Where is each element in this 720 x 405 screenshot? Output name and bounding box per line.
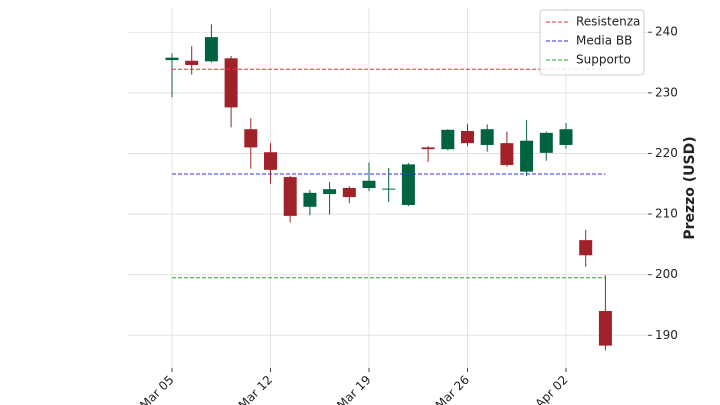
- candle-body: [382, 188, 396, 190]
- candle-body: [480, 129, 494, 145]
- y-tick-label: 200: [655, 267, 678, 281]
- candle-body: [362, 180, 376, 188]
- x-tick-label: Mar 12: [236, 373, 275, 405]
- candle-body: [441, 129, 455, 150]
- y-tick-label: 210: [655, 207, 678, 221]
- x-tick-label: Mar 19: [334, 373, 373, 405]
- candle-body: [520, 140, 534, 172]
- y-tick-label: 220: [655, 146, 678, 160]
- y-axis-label: Prezzo (USD): [682, 136, 698, 239]
- y-tick-label: 190: [655, 328, 678, 342]
- legend-label: Media BB: [576, 34, 632, 48]
- candle-body: [559, 129, 573, 145]
- x-tick-label: Mar 05: [137, 373, 176, 405]
- legend-label: Resistenza: [576, 15, 640, 29]
- legend-box: [539, 9, 645, 76]
- x-tick-label: Apr 02: [533, 373, 571, 405]
- y-tick-label: 230: [655, 85, 678, 99]
- candle-body: [283, 177, 297, 216]
- candle-body: [244, 129, 258, 148]
- legend-label: Supporto: [576, 53, 631, 67]
- candle-body: [500, 143, 514, 165]
- candle-body: [204, 37, 218, 62]
- candle-body: [401, 164, 415, 205]
- x-tick-label: Mar 26: [433, 373, 472, 405]
- candle-body: [185, 60, 199, 65]
- candle-body: [224, 58, 238, 108]
- candle-body: [579, 240, 593, 256]
- candle-body: [598, 311, 612, 346]
- candle-body: [323, 189, 337, 195]
- candle-body: [539, 132, 553, 153]
- candle-body: [342, 188, 356, 198]
- y-tick-label: 240: [655, 25, 678, 39]
- candle-body: [264, 152, 277, 170]
- candle-body: [421, 147, 435, 150]
- candle-body: [461, 131, 474, 144]
- candle-body: [165, 57, 179, 61]
- candle-body: [303, 192, 317, 207]
